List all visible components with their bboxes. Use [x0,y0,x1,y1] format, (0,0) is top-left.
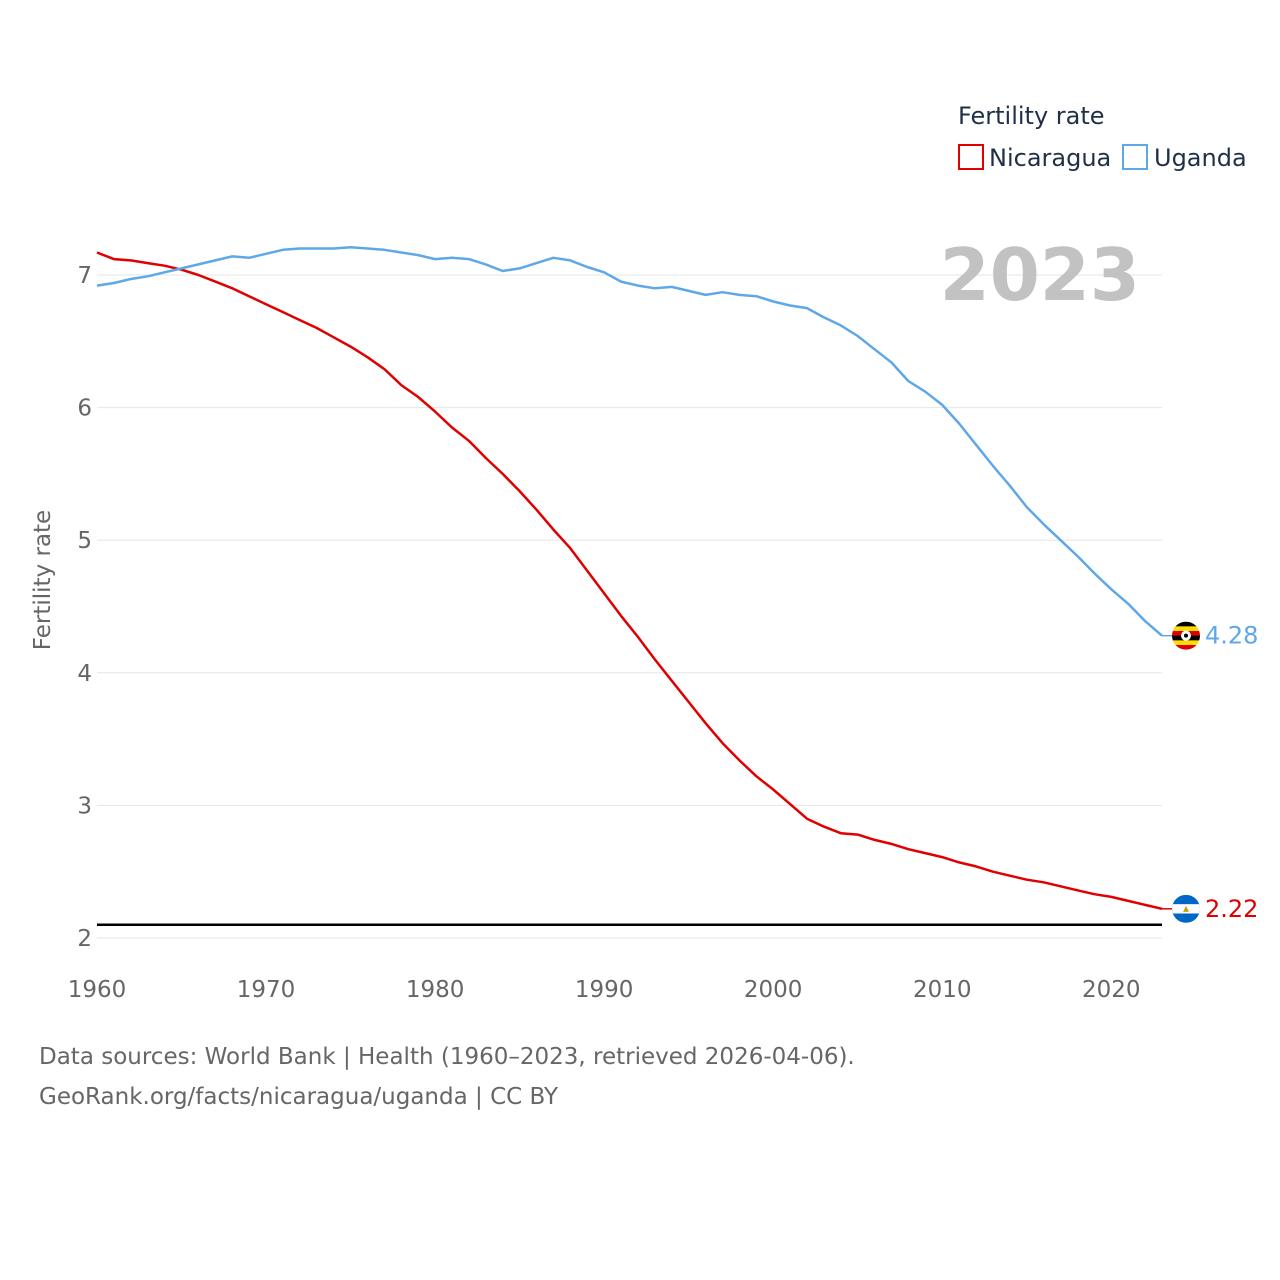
x-axis-ticks: 1960 1970 1980 1990 2000 2010 2020 [68,977,1141,1003]
y-tick-label: 4 [77,661,92,687]
x-tick-label: 1960 [68,977,127,1003]
source-line-1: Data sources: World Bank | Health (1960–… [39,1044,855,1070]
end-label-nicaragua: 2.22 [1205,895,1258,923]
uganda-flag-icon [1172,621,1200,650]
y-axis-ticks: 2 3 4 5 6 7 [77,263,92,952]
x-tick-label: 2000 [744,977,803,1003]
end-markers: 2.22 4.28 [1162,621,1258,923]
series-line-nicaragua[interactable] [96,251,1163,911]
legend-swatch-uganda[interactable] [1122,144,1148,170]
year-label: 2023 [940,233,1140,317]
x-tick-label: 2020 [1082,977,1141,1003]
legend-title: Fertility rate [958,102,1105,130]
y-tick-label: 7 [77,263,92,289]
nicaragua-flag-icon [1172,894,1200,923]
series-line-uganda[interactable] [96,245,1163,637]
legend: Fertility rate Nicaragua Uganda [958,102,1247,172]
y-tick-label: 5 [77,528,92,554]
x-tick-label: 1990 [575,977,634,1003]
x-tick-label: 2010 [913,977,972,1003]
gridlines [97,274,1162,939]
y-axis-title: Fertility rate [30,510,56,650]
x-tick-label: 1970 [237,977,296,1003]
y-tick-label: 3 [77,793,92,819]
y-tick-label: 6 [77,396,92,422]
end-label-uganda: 4.28 [1205,622,1258,650]
source-line-2[interactable]: GeoRank.org/facts/nicaragua/uganda | CC … [39,1084,559,1110]
legend-label-nicaragua[interactable]: Nicaragua [989,144,1111,172]
series-lines [96,245,1163,911]
x-tick-label: 1980 [406,977,465,1003]
legend-label-uganda[interactable]: Uganda [1154,144,1247,172]
y-tick-label: 2 [77,926,92,952]
legend-swatch-nicaragua[interactable] [958,144,984,170]
